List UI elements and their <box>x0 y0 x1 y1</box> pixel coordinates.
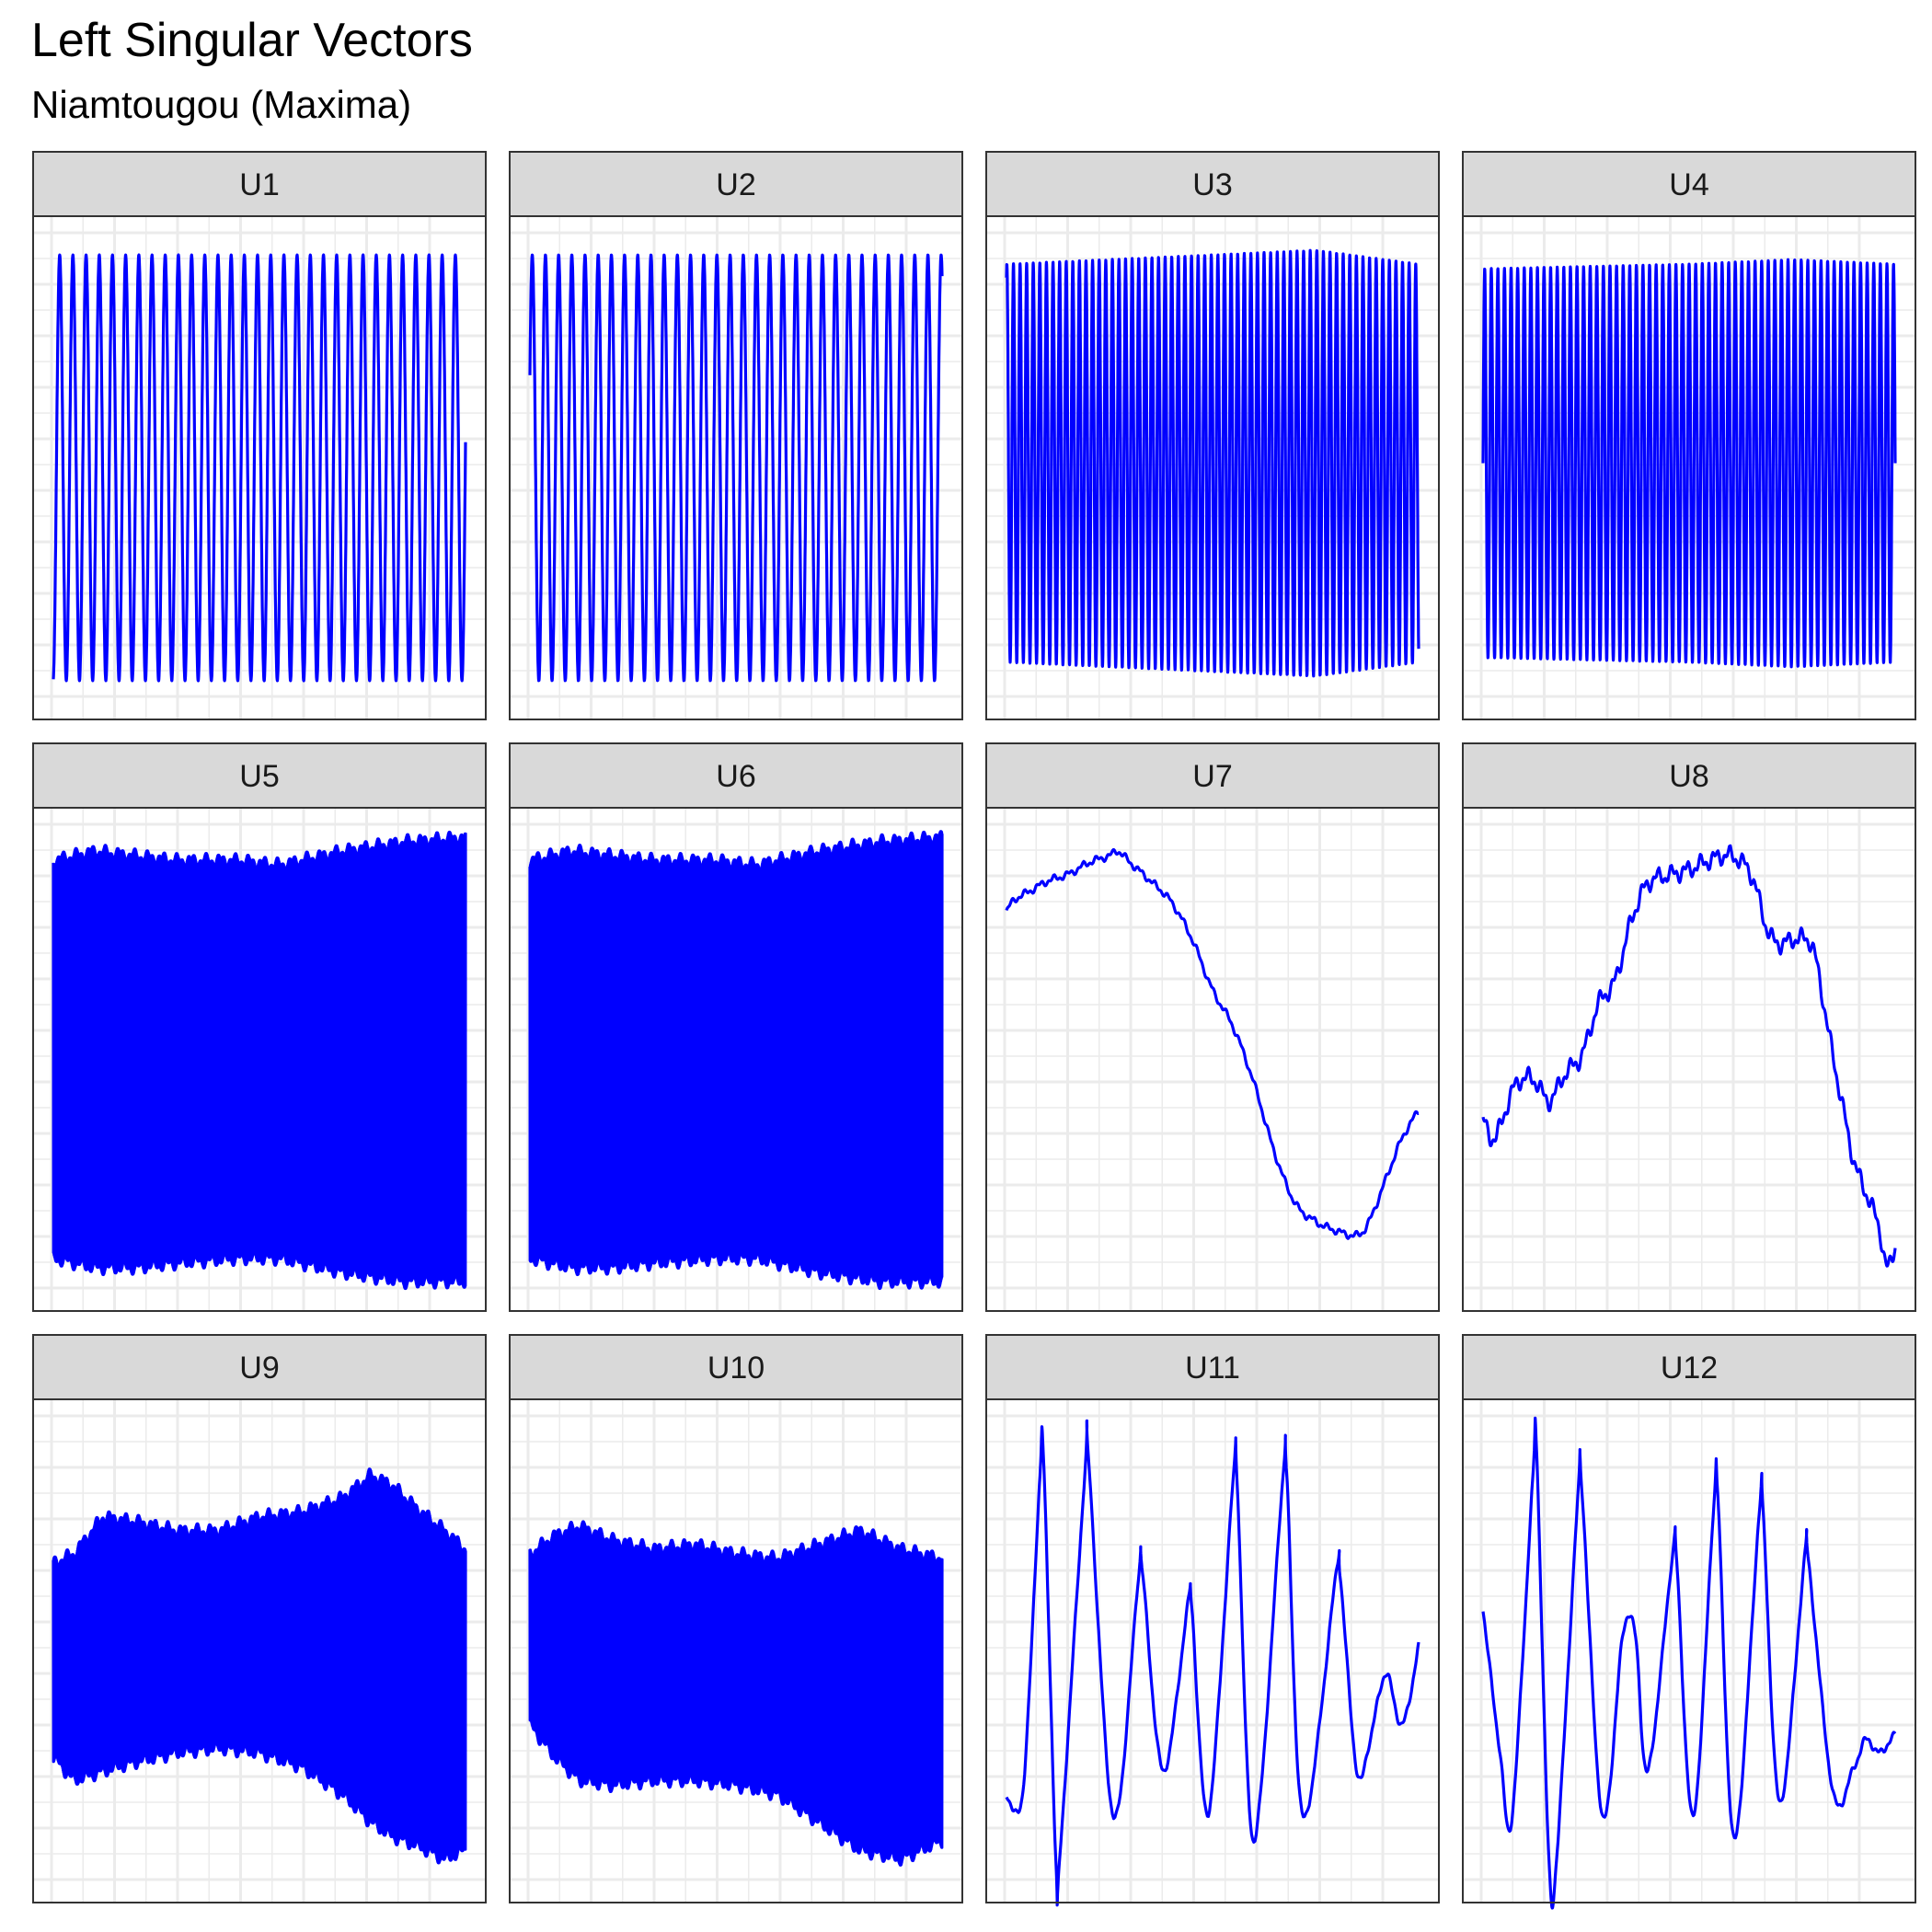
facet-panel-u2: U2 <box>509 151 963 720</box>
series-line-u7 <box>1005 847 1420 1240</box>
facet-strip-label: U7 <box>1192 759 1232 794</box>
facet-strip-label: U2 <box>716 167 755 202</box>
facet-strip-label: U9 <box>239 1351 279 1386</box>
series-line-u3 <box>1005 248 1420 678</box>
facet-strip-label: U12 <box>1661 1351 1718 1386</box>
series-line-u12 <box>1481 1416 1897 1910</box>
panel-border <box>32 807 487 1312</box>
facet-strip <box>509 1334 963 1400</box>
series-line-u10 <box>528 1520 944 1867</box>
facet-strip-label: U5 <box>239 759 279 794</box>
chart-title: Left Singular Vectors <box>31 14 473 67</box>
panel-border <box>32 1398 487 1903</box>
facet-panel-u9: U9 <box>32 1334 487 1903</box>
panel-border <box>985 1398 1440 1903</box>
facet-strip <box>1462 742 1916 809</box>
panel-background <box>1463 808 1915 1311</box>
chart-subtitle: Niamtougou (Maxima) <box>31 83 412 126</box>
panel-border <box>1462 215 1916 720</box>
facet-panel-u10: U10 <box>509 1334 963 1903</box>
facet-strip <box>1462 1334 1916 1400</box>
panel-grid <box>1463 808 1915 1311</box>
facet-strip <box>509 742 963 809</box>
facet-strip <box>32 1334 487 1400</box>
series-line-u11 <box>1005 1419 1420 1907</box>
series-line-u4 <box>1481 258 1897 669</box>
facet-strip <box>985 151 1440 217</box>
facet-strip-label: U8 <box>1669 759 1708 794</box>
series-line-u9 <box>52 1467 467 1865</box>
panel-border <box>1462 1398 1916 1903</box>
panel-border <box>1462 807 1916 1312</box>
series-line-u1 <box>52 253 467 683</box>
panel-border <box>509 807 963 1312</box>
panel-border <box>509 1398 963 1903</box>
series-line-u8 <box>1481 844 1897 1268</box>
facet-strip <box>32 742 487 809</box>
panel-border <box>985 807 1440 1312</box>
facet-panel-u1: U1 <box>32 151 487 720</box>
panel-border <box>32 215 487 720</box>
facet-strip-label: U3 <box>1192 167 1232 202</box>
facet-strip-label: U6 <box>716 759 755 794</box>
facet-strip-label: U11 <box>1185 1351 1240 1386</box>
series-line-u6 <box>528 830 944 1291</box>
facet-strip-label: U10 <box>707 1351 765 1386</box>
facet-strip <box>509 151 963 217</box>
facet-panel-u5: U5 <box>32 742 487 1312</box>
facet-panel-u4: U4 <box>1462 151 1916 720</box>
facet-strip <box>985 1334 1440 1400</box>
facet-strip <box>985 742 1440 809</box>
series-line-u2 <box>528 253 944 683</box>
facet-strip-label: U4 <box>1669 167 1708 202</box>
facet-panel-u6: U6 <box>509 742 963 1312</box>
panel-border <box>509 215 963 720</box>
panel-background <box>986 808 1439 1311</box>
panel-border <box>985 215 1440 720</box>
facet-panel-u7: U7 <box>985 742 1440 1312</box>
facet-panel-u3: U3 <box>985 151 1440 720</box>
facet-strip <box>1462 151 1916 217</box>
facet-panel-u8: U8 <box>1462 742 1916 1312</box>
facet-panel-u11: U11 <box>985 1334 1440 1907</box>
facet-panel-u12: U12 <box>1462 1334 1916 1910</box>
facet-strip-label: U1 <box>239 167 279 202</box>
series-line-u5 <box>52 830 467 1291</box>
